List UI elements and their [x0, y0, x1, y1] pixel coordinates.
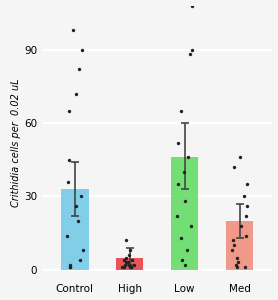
Point: [182, 169, 186, 174]
Point: [125, 260, 130, 265]
Point: [78, 258, 83, 262]
Point: [80, 248, 85, 253]
Point: [67, 265, 72, 270]
Point: [235, 260, 240, 265]
Point: [234, 255, 239, 260]
Point: [122, 265, 126, 270]
Bar: [116, 258, 143, 270]
Point: [232, 165, 237, 170]
Point: [67, 265, 72, 270]
Y-axis label: Crithidia cells per  0.02 uL: Crithidia cells per 0.02 uL: [11, 78, 21, 207]
Point: [120, 265, 125, 270]
Point: [187, 52, 192, 57]
Point: [245, 182, 249, 187]
Point: [185, 155, 190, 160]
Point: [67, 108, 71, 113]
Point: [183, 262, 187, 267]
Point: [65, 179, 70, 184]
Point: [185, 248, 190, 253]
Point: [230, 238, 235, 243]
Point: [243, 265, 247, 270]
Point: [124, 238, 129, 243]
Point: [71, 28, 75, 32]
Point: [124, 255, 128, 260]
Point: [244, 233, 249, 238]
Point: [242, 194, 246, 199]
Bar: [61, 189, 88, 270]
Point: [76, 67, 81, 72]
Point: [80, 47, 85, 52]
Point: [244, 214, 248, 218]
Point: [179, 258, 184, 262]
Point: [176, 182, 181, 187]
Bar: [171, 157, 198, 270]
Point: [178, 236, 183, 240]
Point: [79, 194, 83, 199]
Point: [126, 253, 131, 257]
Point: [129, 265, 134, 270]
Point: [176, 140, 180, 145]
Point: [239, 224, 243, 228]
Point: [65, 233, 69, 238]
Point: [182, 199, 187, 204]
Point: [123, 262, 127, 267]
Point: [121, 258, 126, 262]
Point: [76, 218, 80, 223]
Point: [74, 204, 79, 208]
Point: [245, 204, 249, 208]
Point: [128, 265, 132, 270]
Point: [234, 262, 238, 267]
Point: [132, 262, 136, 267]
Point: [129, 258, 134, 262]
Point: [190, 47, 195, 52]
Point: [190, 3, 194, 8]
Point: [179, 108, 183, 113]
Point: [129, 265, 133, 270]
Point: [189, 224, 193, 228]
Point: [175, 214, 179, 218]
Point: [232, 243, 237, 248]
Point: [127, 262, 131, 267]
Bar: [226, 221, 253, 270]
Point: [68, 262, 72, 267]
Point: [128, 248, 132, 253]
Point: [235, 265, 239, 270]
Point: [124, 260, 128, 265]
Point: [74, 91, 79, 96]
Point: [238, 155, 242, 160]
Point: [67, 157, 71, 162]
Point: [230, 248, 234, 253]
